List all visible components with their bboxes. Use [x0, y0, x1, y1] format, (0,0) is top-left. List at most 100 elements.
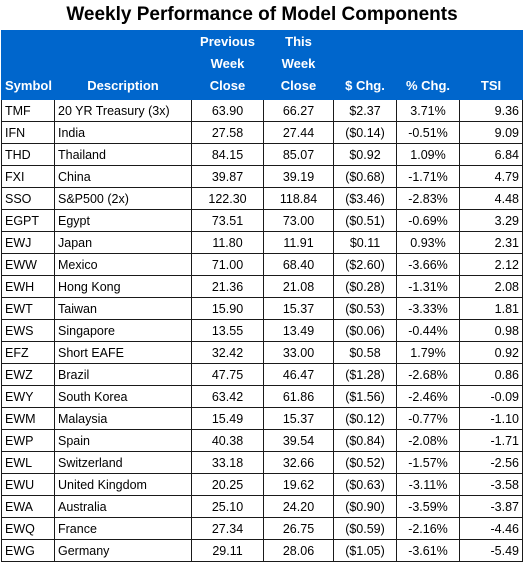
cell-dollar-change: ($3.46)	[333, 187, 397, 210]
cell-percent-change: -2.08%	[396, 429, 460, 452]
cell-tsi: 4.48	[459, 187, 523, 210]
cell-this-close: 118.84	[263, 187, 334, 210]
cell-percent-change: 3.71%	[396, 99, 460, 122]
cell-dollar-change: ($0.12)	[333, 407, 397, 430]
cell-this-close: 11.91	[263, 231, 334, 254]
table-row: EWL Switzerland 33.18 32.66 ($0.52) -1.57% -2.…	[1, 451, 523, 474]
table-row: EWP Spain 40.38 39.54 ($0.84) -2.08% -1.71	[1, 429, 523, 452]
cell-previous-close: 29.11	[191, 539, 264, 562]
cell-tsi: -1.10	[459, 407, 523, 430]
cell-dollar-change: $0.58	[333, 341, 397, 364]
cell-dollar-change: ($0.14)	[333, 121, 397, 144]
cell-dollar-change: ($1.05)	[333, 539, 397, 562]
cell-dollar-change: $0.92	[333, 143, 397, 166]
cell-symbol: IFN	[1, 121, 55, 144]
cell-this-close: 28.06	[263, 539, 334, 562]
cell-tsi: 6.84	[459, 143, 523, 166]
table-row: SSO S&P500 (2x) 122.30 118.84 ($3.46) -2.83% 4…	[1, 187, 523, 210]
cell-percent-change: -0.44%	[396, 319, 460, 342]
cell-tsi: 4.79	[459, 165, 523, 188]
cell-this-close: 24.20	[263, 495, 334, 518]
cell-this-close: 15.37	[263, 407, 334, 430]
cell-previous-close: 32.42	[191, 341, 264, 364]
cell-description: 20 YR Treasury (3x)	[54, 99, 192, 122]
cell-dollar-change: ($0.06)	[333, 319, 397, 342]
cell-tsi: 2.12	[459, 253, 523, 276]
cell-this-close: 46.47	[263, 363, 334, 386]
cell-dollar-change: ($0.52)	[333, 451, 397, 474]
cell-percent-change: -2.83%	[396, 187, 460, 210]
cell-symbol: EWH	[1, 275, 55, 298]
cell-symbol: EWQ	[1, 517, 55, 540]
cell-dollar-change: ($0.68)	[333, 165, 397, 188]
cell-this-close: 13.49	[263, 319, 334, 342]
col-header-percent-change: % Chg.	[396, 30, 460, 100]
cell-dollar-change: ($0.28)	[333, 275, 397, 298]
col-header-this-week-close: This Week Close	[263, 30, 334, 100]
table-row: TMF 20 YR Treasury (3x) 63.90 66.27 $2.37 3.7…	[1, 99, 523, 122]
cell-previous-close: 15.49	[191, 407, 264, 430]
table-row: EWG Germany 29.11 28.06 ($1.05) -3.61% -5.49	[1, 539, 523, 562]
cell-description: Egypt	[54, 209, 192, 232]
col-header-previous-week-close: Previous Week Close	[191, 30, 264, 100]
cell-description: Malaysia	[54, 407, 192, 430]
table-row: EWM Malaysia 15.49 15.37 ($0.12) -0.77% -1.10	[1, 407, 523, 430]
cell-this-close: 27.44	[263, 121, 334, 144]
table-row: EWA Australia 25.10 24.20 ($0.90) -3.59% -3.87	[1, 495, 523, 518]
cell-percent-change: -2.68%	[396, 363, 460, 386]
cell-tsi: 0.98	[459, 319, 523, 342]
cell-description: Hong Kong	[54, 275, 192, 298]
table-row: EFZ Short EAFE 32.42 33.00 $0.58 1.79% 0.92	[1, 341, 523, 364]
cell-percent-change: -3.11%	[396, 473, 460, 496]
cell-this-close: 73.00	[263, 209, 334, 232]
table-row: EWW Mexico 71.00 68.40 ($2.60) -3.66% 2.12	[1, 253, 523, 276]
cell-description: Australia	[54, 495, 192, 518]
cell-previous-close: 21.36	[191, 275, 264, 298]
cell-description: United Kingdom	[54, 473, 192, 496]
cell-tsi: -1.71	[459, 429, 523, 452]
cell-percent-change: 0.93%	[396, 231, 460, 254]
cell-previous-close: 73.51	[191, 209, 264, 232]
cell-percent-change: -1.31%	[396, 275, 460, 298]
cell-percent-change: 1.79%	[396, 341, 460, 364]
cell-previous-close: 25.10	[191, 495, 264, 518]
cell-symbol: EWU	[1, 473, 55, 496]
table-row: EWJ Japan 11.80 11.91 $0.11 0.93% 2.31	[1, 231, 523, 254]
cell-tsi: -4.46	[459, 517, 523, 540]
cell-percent-change: -1.57%	[396, 451, 460, 474]
cell-description: Switzerland	[54, 451, 192, 474]
cell-description: Taiwan	[54, 297, 192, 320]
cell-symbol: EGPT	[1, 209, 55, 232]
cell-tsi: -3.87	[459, 495, 523, 518]
cell-previous-close: 39.87	[191, 165, 264, 188]
cell-description: Spain	[54, 429, 192, 452]
cell-tsi: 0.86	[459, 363, 523, 386]
cell-description: Mexico	[54, 253, 192, 276]
cell-this-close: 39.19	[263, 165, 334, 188]
cell-symbol: THD	[1, 143, 55, 166]
cell-dollar-change: ($0.63)	[333, 473, 397, 496]
cell-dollar-change: ($0.59)	[333, 517, 397, 540]
cell-symbol: EWW	[1, 253, 55, 276]
cell-percent-change: -0.77%	[396, 407, 460, 430]
cell-tsi: 3.29	[459, 209, 523, 232]
cell-this-close: 21.08	[263, 275, 334, 298]
cell-tsi: -2.56	[459, 451, 523, 474]
cell-description: China	[54, 165, 192, 188]
cell-dollar-change: ($2.60)	[333, 253, 397, 276]
cell-this-close: 33.00	[263, 341, 334, 364]
table-row: EWH Hong Kong 21.36 21.08 ($0.28) -1.31% 2.08	[1, 275, 523, 298]
table-row: EWQ France 27.34 26.75 ($0.59) -2.16% -4.46	[1, 517, 523, 540]
cell-this-close: 15.37	[263, 297, 334, 320]
cell-symbol: EWA	[1, 495, 55, 518]
cell-description: Short EAFE	[54, 341, 192, 364]
cell-tsi: 9.36	[459, 99, 523, 122]
cell-previous-close: 47.75	[191, 363, 264, 386]
cell-symbol: SSO	[1, 187, 55, 210]
cell-symbol: EWM	[1, 407, 55, 430]
table-row: EWZ Brazil 47.75 46.47 ($1.28) -2.68% 0.86	[1, 363, 523, 386]
cell-this-close: 61.86	[263, 385, 334, 408]
cell-description: France	[54, 517, 192, 540]
cell-this-close: 68.40	[263, 253, 334, 276]
cell-description: S&P500 (2x)	[54, 187, 192, 210]
